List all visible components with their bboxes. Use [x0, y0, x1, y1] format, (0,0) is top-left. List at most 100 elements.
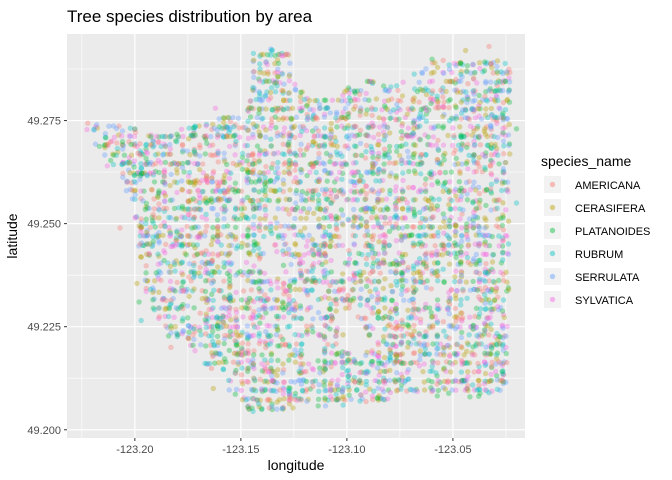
data-point-americana	[245, 379, 251, 385]
data-point-serrulata	[401, 297, 407, 303]
data-point-platanoides	[309, 128, 316, 134]
data-point-sylvatica	[434, 252, 440, 258]
data-point-rubrum	[410, 307, 416, 313]
data-point-rubrum	[408, 360, 414, 366]
data-point-sylvatica	[351, 358, 358, 364]
data-point-serrulata	[423, 252, 429, 258]
data-point-serrulata	[223, 207, 229, 213]
data-point-platanoides	[333, 328, 339, 334]
data-point-platanoides	[244, 232, 250, 239]
data-point-serrulata	[328, 200, 334, 207]
data-point-sylvatica	[487, 378, 493, 384]
data-point-sylvatica	[375, 339, 381, 346]
data-point-cerasifera	[251, 375, 257, 381]
data-point-serrulata	[219, 132, 225, 139]
data-point-serrulata	[474, 269, 480, 275]
data-point-cerasifera	[256, 129, 262, 135]
data-point-serrulata	[186, 261, 193, 267]
data-point-rubrum	[203, 199, 209, 205]
data-point-cerasifera	[225, 187, 232, 193]
data-point-platanoides	[370, 154, 376, 160]
data-point-americana	[315, 144, 322, 150]
data-point-sylvatica	[492, 151, 498, 158]
data-point-rubrum	[299, 128, 305, 135]
data-point-americana	[435, 137, 441, 143]
data-point-americana	[494, 116, 500, 122]
data-point-sylvatica	[505, 188, 511, 195]
data-point-sylvatica	[208, 306, 215, 313]
data-point-rubrum	[423, 151, 429, 158]
data-point-rubrum	[459, 233, 465, 239]
data-point-americana	[350, 232, 356, 239]
data-point-americana	[367, 270, 373, 277]
data-point-sylvatica	[322, 243, 328, 249]
data-point-platanoides	[485, 142, 491, 149]
data-point-americana	[230, 160, 236, 167]
data-point-sylvatica	[206, 324, 213, 330]
data-point-sylvatica	[264, 295, 271, 302]
data-point-cerasifera	[452, 103, 459, 109]
data-point-sylvatica	[389, 288, 396, 295]
data-point-rubrum	[143, 221, 149, 227]
data-point-rubrum	[396, 278, 403, 284]
data-point-serrulata	[221, 335, 228, 342]
data-point-americana	[453, 76, 459, 83]
data-point-serrulata	[191, 128, 197, 134]
data-point-serrulata	[166, 269, 172, 275]
data-point-americana	[377, 260, 383, 266]
data-point-platanoides	[499, 368, 505, 375]
data-point-platanoides	[326, 223, 333, 230]
data-point-platanoides	[414, 124, 421, 130]
data-point-platanoides	[473, 261, 479, 267]
data-point-serrulata	[205, 269, 211, 275]
data-point-sylvatica	[209, 314, 216, 321]
data-point-americana	[257, 376, 263, 382]
data-point-serrulata	[311, 242, 318, 248]
data-point-serrulata	[250, 131, 256, 137]
data-point-platanoides	[437, 379, 443, 385]
data-point-rubrum	[344, 296, 350, 303]
data-point-platanoides	[214, 333, 221, 339]
data-point-serrulata	[378, 395, 384, 401]
legend-label-americana: AMERICANA	[575, 180, 641, 192]
data-point-platanoides	[214, 322, 221, 329]
data-point-serrulata	[502, 159, 508, 166]
data-point-sylvatica	[464, 95, 471, 101]
data-point-platanoides	[418, 106, 424, 113]
data-point-cerasifera	[323, 259, 329, 265]
data-point-rubrum	[262, 386, 269, 393]
data-point-cerasifera	[131, 188, 137, 194]
data-point-rubrum	[292, 150, 298, 156]
data-point-sylvatica	[400, 132, 406, 139]
data-point-sylvatica	[455, 350, 461, 357]
data-point-platanoides	[463, 160, 469, 167]
data-point-serrulata	[287, 60, 293, 66]
data-point-rubrum	[288, 133, 294, 139]
data-point-platanoides	[188, 269, 194, 275]
data-point-rubrum	[312, 378, 319, 384]
data-point-platanoides	[214, 217, 221, 223]
data-point-americana	[473, 269, 479, 275]
data-point-platanoides	[257, 132, 263, 139]
data-point-rubrum	[208, 272, 215, 278]
data-point-rubrum	[389, 288, 395, 295]
data-point-rubrum	[179, 243, 185, 249]
data-point-americana	[202, 133, 208, 139]
data-point-serrulata	[490, 59, 497, 66]
data-point-americana	[116, 123, 122, 129]
data-point-serrulata	[393, 195, 400, 202]
data-point-sylvatica	[173, 241, 180, 247]
data-point-cerasifera	[416, 268, 422, 275]
data-point-rubrum	[463, 107, 469, 113]
data-point-platanoides	[183, 252, 189, 258]
data-point-platanoides	[370, 209, 376, 215]
data-point-serrulata	[233, 386, 240, 393]
data-point-americana	[322, 242, 328, 248]
data-point-platanoides	[369, 206, 376, 212]
data-point-serrulata	[324, 105, 330, 111]
data-point-cerasifera	[244, 300, 251, 306]
data-point-americana	[482, 93, 488, 100]
data-point-cerasifera	[453, 193, 459, 199]
data-point-platanoides	[235, 350, 242, 356]
data-point-sylvatica	[248, 333, 254, 339]
